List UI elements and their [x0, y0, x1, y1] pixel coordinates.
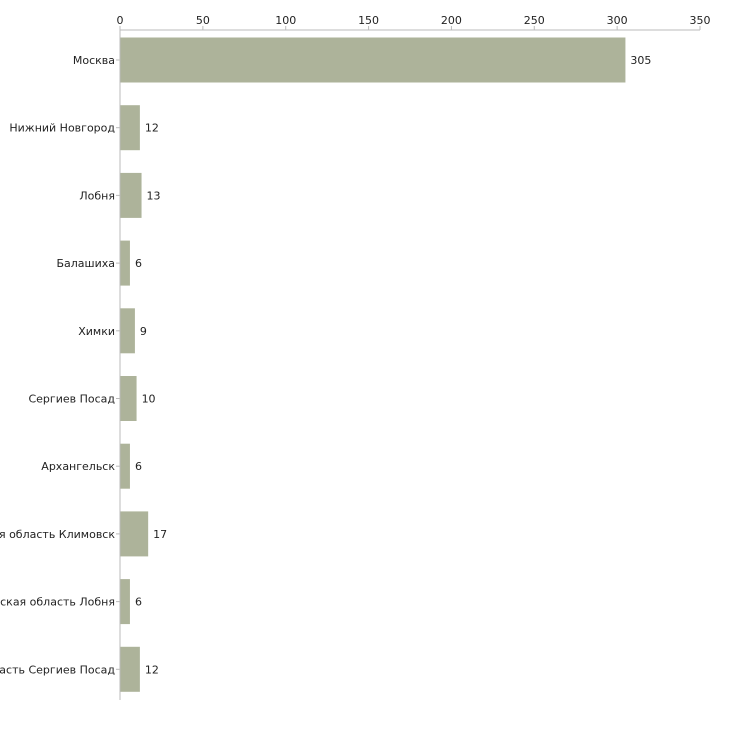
x-tick-label: 50 [196, 14, 210, 27]
x-tick-label: 350 [690, 14, 711, 27]
category-label: Москва [73, 54, 115, 67]
x-tick-label: 150 [358, 14, 379, 27]
category-label: Балашиха [56, 257, 115, 270]
x-tick-label: 250 [524, 14, 545, 27]
category-label: Лобня [79, 189, 115, 202]
bar-value-label: 6 [135, 257, 142, 270]
x-tick-label: 200 [441, 14, 462, 27]
bar [120, 646, 140, 692]
bar [120, 579, 130, 625]
category-label: Московская область Климовск [0, 528, 115, 541]
bar [120, 172, 142, 218]
bar [120, 308, 135, 354]
category-label: Архангельск [41, 460, 115, 473]
category-label: Московская область Лобня [0, 596, 115, 609]
bar-value-label: 12 [145, 122, 159, 135]
category-label: Нижний Новгород [9, 122, 115, 135]
category-label: Московская область Сергиев Посад [0, 663, 115, 676]
bar-value-label: 6 [135, 596, 142, 609]
category-label: Химки [78, 325, 115, 338]
x-tick-label: 0 [117, 14, 124, 27]
bar-value-label: 13 [147, 189, 161, 202]
bar [120, 443, 130, 489]
bar [120, 511, 149, 557]
bar [120, 37, 626, 83]
bar-value-label: 17 [153, 528, 167, 541]
bar-value-label: 12 [145, 663, 159, 676]
bar-value-label: 9 [140, 325, 147, 338]
bar-value-label: 10 [142, 393, 156, 406]
bar [120, 376, 137, 421]
bar-value-label: 305 [630, 54, 651, 67]
bar-value-label: 6 [135, 460, 142, 473]
x-tick-label: 300 [607, 14, 628, 27]
bar [120, 105, 140, 151]
bar [120, 240, 130, 286]
category-label: Сергиев Посад [28, 393, 115, 406]
x-tick-label: 100 [275, 14, 296, 27]
